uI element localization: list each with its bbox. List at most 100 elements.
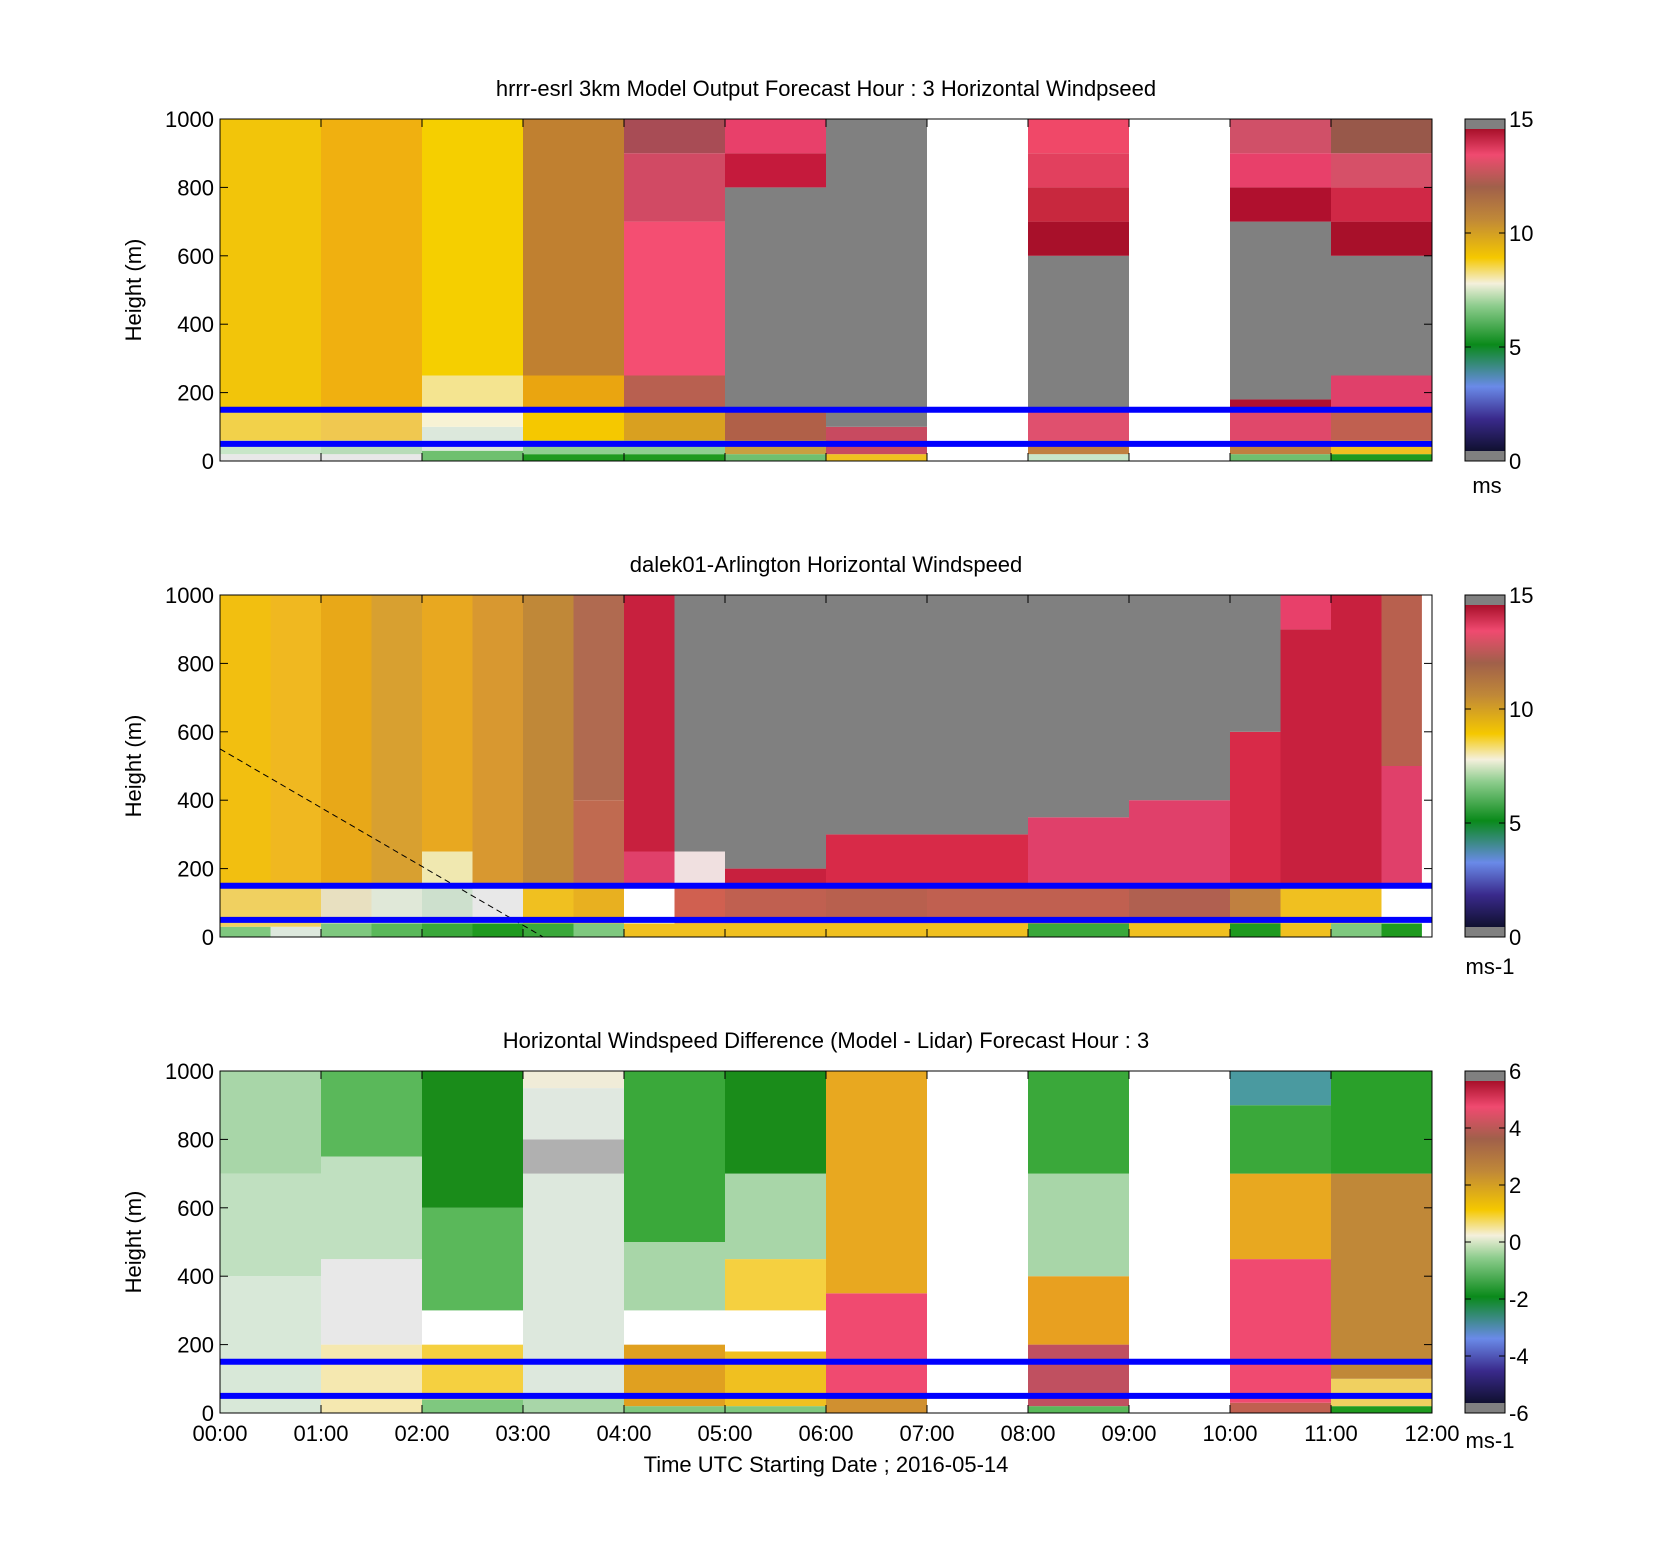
y-tick-label: 800 xyxy=(177,175,214,200)
heatmap-cell xyxy=(220,1071,321,1174)
heatmap-cell xyxy=(1280,629,1331,886)
heatmap-cell xyxy=(725,1071,826,1174)
heatmap-cell xyxy=(725,119,826,154)
heatmap-cell xyxy=(523,923,574,937)
y-tick-label: 400 xyxy=(177,312,214,337)
heatmap-cell xyxy=(220,1276,321,1413)
colorbar: -6 -4 -2 0 2 4 6 xyxy=(1464,1059,1529,1426)
heatmap-cell xyxy=(725,923,826,937)
heatmap-cell xyxy=(1028,923,1129,937)
heatmap-cell xyxy=(1331,375,1432,410)
heatmap-cell xyxy=(1129,595,1230,801)
heatmap-cell xyxy=(826,595,927,835)
colorbar-tick-label: -4 xyxy=(1509,1344,1529,1369)
colorbar: 0 5 10 15 xyxy=(1464,583,1533,950)
heatmap-cell xyxy=(1230,1173,1331,1260)
y-tick-label: 200 xyxy=(177,857,214,882)
heatmap-cell xyxy=(1028,221,1129,256)
y-tick-label: 400 xyxy=(177,788,214,813)
heatmap-cell xyxy=(523,1395,624,1413)
y-tick-label: 600 xyxy=(177,244,214,269)
heatmap-cell xyxy=(422,595,473,852)
colorbar-tick-label: 0 xyxy=(1509,449,1521,474)
heatmap-cell xyxy=(624,454,725,461)
colorbar-unit: ms xyxy=(1472,473,1501,498)
heatmap-cell xyxy=(1381,766,1422,886)
heatmap-cell xyxy=(624,375,725,410)
heatmap-cell xyxy=(674,923,725,937)
heatmap-cell xyxy=(220,409,321,441)
heatmap-cell xyxy=(321,595,372,886)
heatmap-cell xyxy=(1028,1406,1129,1413)
heatmap-cell xyxy=(624,119,725,154)
y-tick-label: 1000 xyxy=(165,107,214,132)
y-tick-label: 400 xyxy=(177,1264,214,1289)
colorbar-gradient xyxy=(1465,129,1505,451)
x-axis-ticks xyxy=(219,595,1433,937)
heatmap-cell xyxy=(573,923,624,937)
heatmap-cell xyxy=(1129,923,1230,937)
heatmap-cell xyxy=(270,926,321,937)
heatmap-cell xyxy=(472,923,523,937)
heatmap-cell xyxy=(321,1071,422,1157)
heatmap-cell xyxy=(1331,255,1432,376)
x-tick-label: 11:00 xyxy=(1304,1421,1357,1446)
heatmap-cell xyxy=(1028,1276,1129,1345)
colorbar-tick-label: 10 xyxy=(1509,221,1533,246)
heatmap-cell xyxy=(1028,255,1129,410)
heatmap-cell xyxy=(1381,923,1422,937)
heatmap-cell xyxy=(725,187,826,410)
x-axis-ticks xyxy=(219,119,1433,461)
x-tick-label: 10:00 xyxy=(1202,1421,1257,1446)
heatmap-cell xyxy=(1230,1071,1331,1106)
heatmap-cell xyxy=(1129,1071,1230,1413)
heatmap-cell xyxy=(1331,923,1382,937)
dashed-guide-line xyxy=(219,748,544,938)
heatmap-cell xyxy=(220,1173,321,1277)
heatmap-cell xyxy=(321,454,422,461)
y-tick-label: 0 xyxy=(202,1401,214,1426)
heatmap-cell xyxy=(1230,923,1281,937)
heatmap-cell xyxy=(1331,409,1432,441)
heatmap-cell xyxy=(624,595,675,852)
colorbar-unit: ms-1 xyxy=(1466,954,1515,979)
heatmap-cell xyxy=(1331,187,1432,222)
heatmap-cell xyxy=(725,409,826,441)
x-tick-label: 09:00 xyxy=(1101,1421,1156,1446)
heatmap-cell xyxy=(725,153,826,188)
heatmap-cell xyxy=(725,454,826,461)
heatmap-cell xyxy=(220,454,321,461)
heatmap-cell xyxy=(927,834,1028,886)
heatmap-cell xyxy=(624,153,725,222)
colorbar-tick-label: 6 xyxy=(1509,1059,1521,1084)
heatmap-cell xyxy=(1331,595,1382,886)
panel-lidar: dalek01-Arlington Horizontal Windspeed 0… xyxy=(121,552,1533,979)
colorbar-tick-label: 0 xyxy=(1509,925,1521,950)
heatmap-cell xyxy=(1129,119,1230,461)
heatmap-cell xyxy=(725,1259,826,1311)
heatmap-cell xyxy=(1331,153,1432,188)
x-axis-label: Time UTC Starting Date ; 2016-05-14 xyxy=(644,1452,1009,1477)
heatmap-cell xyxy=(422,923,473,937)
y-axis-label: Height (m) xyxy=(121,715,146,818)
heatmap-cell xyxy=(624,1310,725,1345)
heatmap-cell xyxy=(422,1399,523,1413)
colorbar-tick-label: 2 xyxy=(1509,1173,1521,1198)
heatmap-cell xyxy=(826,454,927,461)
heatmap-cell xyxy=(472,595,523,886)
y-axis: 0 200 400 600 800 1000 xyxy=(165,107,1432,474)
heatmap-cell xyxy=(220,595,271,886)
heatmap-cell xyxy=(321,923,372,937)
y-axis-label: Height (m) xyxy=(121,1191,146,1294)
panel-title: dalek01-Arlington Horizontal Windspeed xyxy=(630,552,1023,577)
x-tick-label: 06:00 xyxy=(798,1421,853,1446)
y-tick-label: 800 xyxy=(177,1127,214,1152)
y-tick-label: 200 xyxy=(177,381,214,406)
heatmap-cell xyxy=(422,1344,523,1400)
x-tick-label: 08:00 xyxy=(1000,1421,1055,1446)
heatmap-cell xyxy=(220,119,321,410)
heatmap-cell xyxy=(1331,1378,1432,1407)
colorbar-tick-label: 5 xyxy=(1509,335,1521,360)
heatmap-cell xyxy=(826,1395,927,1413)
heatmap-cell xyxy=(422,426,523,451)
